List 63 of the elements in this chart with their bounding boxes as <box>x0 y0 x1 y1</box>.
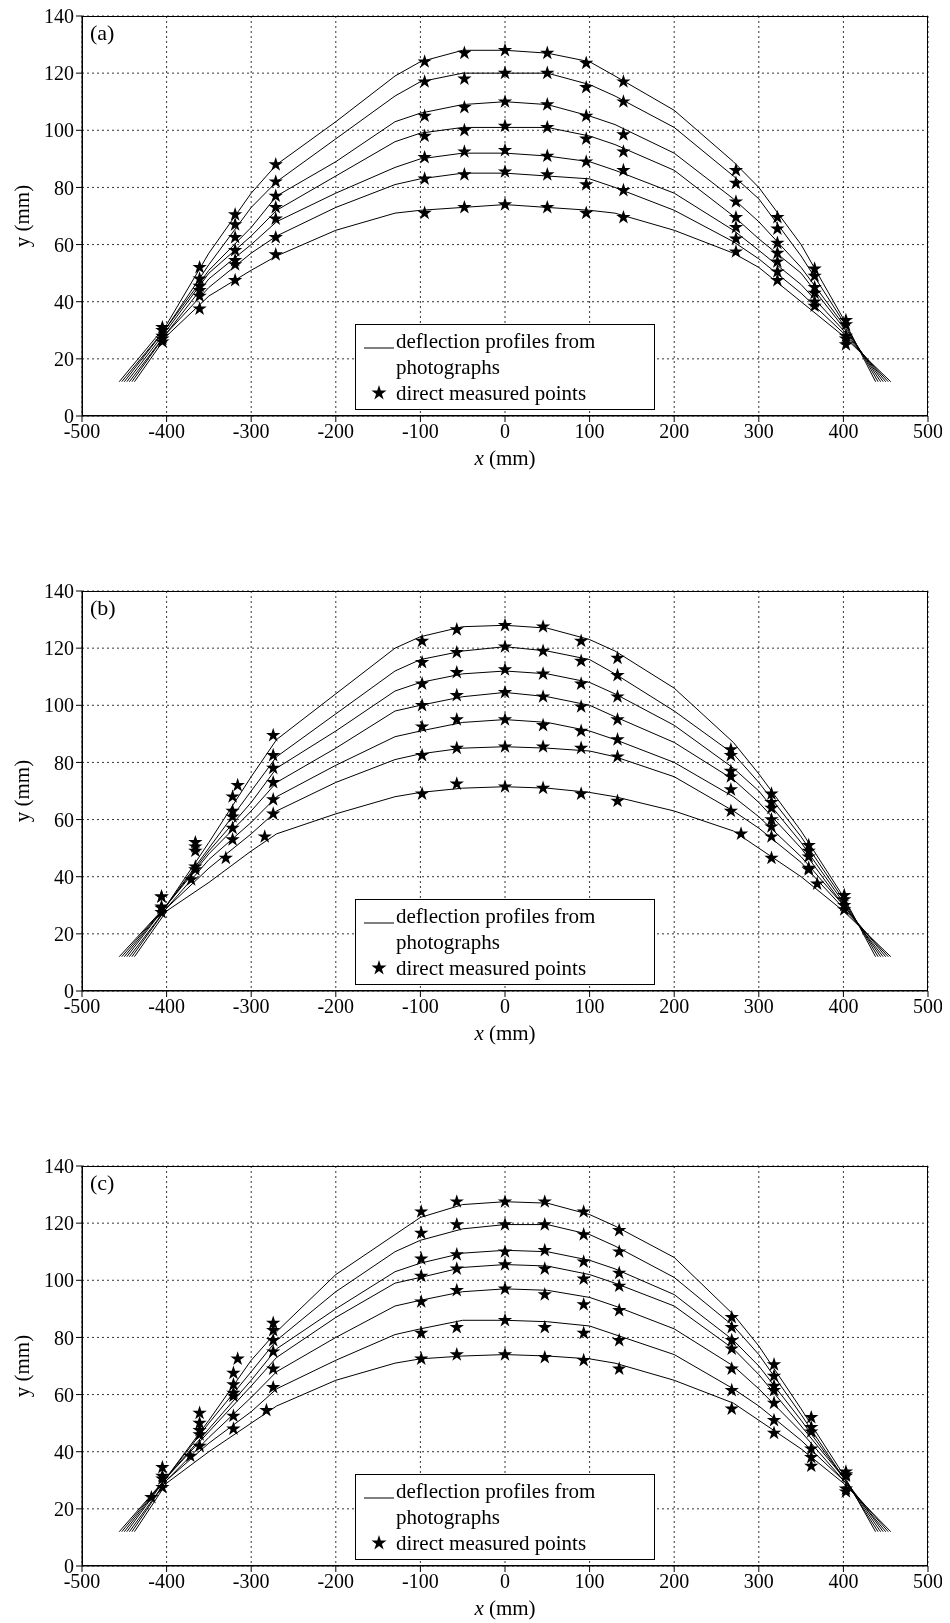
y-tick-label: 120 <box>44 637 74 660</box>
x-tick-label: 0 <box>500 995 510 1018</box>
legend-label: direct measured points <box>396 1530 588 1556</box>
x-tick-label: 100 <box>574 420 605 443</box>
y-tick-label: 120 <box>44 1212 74 1235</box>
x-tick-label: 400 <box>828 420 859 443</box>
x-tick-label: 300 <box>743 1570 774 1593</box>
legend-label: direct measured points <box>396 955 588 981</box>
legend-label: direct measured points <box>396 380 588 406</box>
x-tick-label: 200 <box>659 420 690 443</box>
y-axis-title: y (mm) <box>9 184 34 248</box>
y-tick-label: 140 <box>44 1155 74 1178</box>
x-tick-label: 300 <box>743 995 774 1018</box>
x-tick-label: -200 <box>317 995 355 1018</box>
x-tick-label: -300 <box>232 420 270 443</box>
x-axis-title: x (mm) <box>473 446 536 470</box>
x-tick-label: 500 <box>913 420 943 443</box>
y-tick-label: 100 <box>44 119 74 142</box>
x-axis-title: x (mm) <box>473 1596 536 1620</box>
x-tick-label: 400 <box>828 995 859 1018</box>
y-tick-label: 20 <box>54 347 74 370</box>
x-tick-label: 200 <box>659 995 690 1018</box>
x-tick-label: -200 <box>317 420 355 443</box>
chart-title: (a) <box>90 20 115 46</box>
y-tick-label: 100 <box>44 694 74 717</box>
x-tick-label: -100 <box>402 420 439 443</box>
y-tick-label: 120 <box>44 62 74 85</box>
y-tick-label: 100 <box>44 1269 74 1292</box>
x-tick-label: -400 <box>148 420 185 443</box>
x-tick-label: 300 <box>743 420 774 443</box>
x-tick-label: 500 <box>913 995 943 1018</box>
y-tick-label: 140 <box>44 5 74 28</box>
x-tick-label: -100 <box>402 995 439 1018</box>
y-tick-label: 20 <box>54 1497 74 1520</box>
y-tick-label: 40 <box>54 1440 74 1463</box>
x-tick-label: 400 <box>828 1570 859 1593</box>
y-tick-label: 80 <box>54 1326 74 1349</box>
x-tick-label: -400 <box>148 995 185 1018</box>
x-tick-label: 0 <box>500 1570 510 1593</box>
x-tick-label: -100 <box>402 1570 439 1593</box>
x-tick-label: -300 <box>232 1570 270 1593</box>
x-tick-label: 100 <box>574 1570 605 1593</box>
y-tick-label: 20 <box>54 922 74 945</box>
x-tick-label: 0 <box>500 420 510 443</box>
x-tick-label: 100 <box>574 995 605 1018</box>
y-tick-label: 140 <box>44 580 74 603</box>
x-tick-label: -400 <box>148 1570 185 1593</box>
x-axis-title: x (mm) <box>473 1021 536 1045</box>
x-tick-label: 200 <box>659 1570 690 1593</box>
x-tick-label: -300 <box>232 995 270 1018</box>
y-tick-label: 40 <box>54 865 74 888</box>
y-tick-label: 60 <box>54 233 74 256</box>
chart-title: (b) <box>90 595 116 621</box>
y-tick-label: 80 <box>54 751 74 774</box>
y-tick-label: 60 <box>54 1383 74 1406</box>
y-axis-title: y (mm) <box>9 759 34 823</box>
y-tick-label: 60 <box>54 808 74 831</box>
chart-title: (c) <box>90 1170 115 1196</box>
x-tick-label: 500 <box>913 1570 943 1593</box>
y-tick-label: 40 <box>54 290 74 313</box>
y-tick-label: 80 <box>54 176 74 199</box>
y-axis-title: y (mm) <box>9 1334 34 1398</box>
x-tick-label: -200 <box>317 1570 355 1593</box>
